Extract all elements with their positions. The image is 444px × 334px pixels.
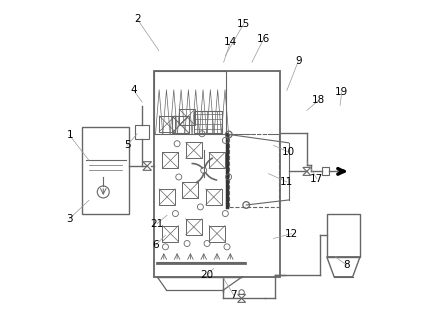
Text: 18: 18 [312,96,325,106]
Text: 6: 6 [152,240,159,250]
Text: 1: 1 [66,130,73,140]
Bar [172,116,189,133]
Text: 20: 20 [201,270,214,280]
Bar [186,142,202,158]
Polygon shape [303,167,311,171]
Text: 19: 19 [335,87,349,97]
Text: 5: 5 [124,140,131,150]
Text: 7: 7 [230,290,237,300]
Text: 17: 17 [310,174,323,184]
Text: 14: 14 [224,37,237,47]
Bar [163,225,178,241]
Bar [179,109,195,125]
Bar [206,189,222,205]
Polygon shape [143,166,151,170]
Polygon shape [238,298,246,302]
Polygon shape [303,171,311,175]
Text: 10: 10 [282,147,295,157]
Text: 2: 2 [134,14,140,24]
Bar [229,135,278,207]
Bar [209,225,225,241]
Bar [154,70,226,135]
Bar [327,213,360,257]
Bar [209,152,225,168]
Bar [82,127,129,213]
Bar [159,116,175,132]
Bar [154,70,280,277]
Text: 12: 12 [285,228,298,238]
Bar [163,152,178,168]
Text: 4: 4 [131,86,137,96]
Text: 9: 9 [295,55,302,65]
Bar [182,182,198,198]
Bar [194,111,222,133]
Bar [159,189,175,205]
Bar [186,219,202,235]
Polygon shape [143,162,151,166]
Bar [135,125,150,139]
Text: 8: 8 [343,260,350,270]
Polygon shape [238,294,246,298]
Text: 3: 3 [66,213,73,223]
Text: 21: 21 [151,218,164,228]
Bar [322,167,329,175]
Text: 15: 15 [237,19,250,29]
Text: 11: 11 [280,177,293,187]
Text: 16: 16 [257,34,270,44]
